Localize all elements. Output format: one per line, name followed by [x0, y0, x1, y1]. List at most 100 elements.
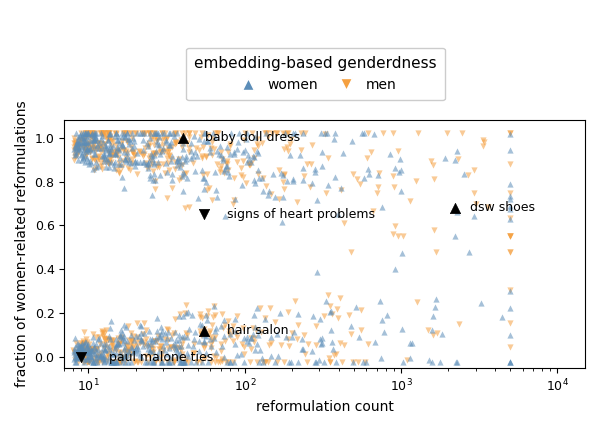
Point: [98, 130, 107, 137]
Point: [124, 141, 134, 148]
Point: [89, 137, 98, 144]
Point: [79, 339, 88, 346]
Point: [293, 321, 302, 328]
Point: [85, 149, 95, 156]
Point: [99, 353, 109, 360]
Point: [506, 287, 515, 294]
Point: [100, 347, 110, 354]
Point: [223, 358, 232, 365]
Point: [122, 353, 131, 360]
Point: [280, 130, 290, 137]
Point: [88, 154, 97, 161]
Point: [136, 353, 146, 360]
Point: [80, 329, 89, 335]
Point: [168, 130, 178, 137]
Point: [298, 130, 308, 137]
Point: [284, 358, 294, 365]
Point: [245, 358, 255, 365]
Point: [229, 338, 238, 344]
Point: [76, 347, 86, 353]
Point: [73, 143, 82, 150]
Point: [114, 358, 124, 365]
Point: [307, 180, 317, 187]
Point: [121, 157, 131, 164]
Point: [239, 136, 249, 143]
Point: [326, 358, 335, 365]
Point: [176, 310, 185, 317]
Point: [106, 358, 116, 365]
Point: [80, 152, 90, 159]
Point: [128, 337, 137, 344]
Point: [212, 148, 222, 154]
Point: [95, 335, 104, 341]
Point: [310, 358, 320, 365]
Point: [182, 174, 191, 181]
Point: [169, 131, 178, 138]
Point: [187, 154, 196, 161]
Point: [310, 169, 320, 176]
Point: [117, 130, 127, 137]
Point: [276, 169, 286, 176]
Point: [367, 149, 376, 156]
Point: [457, 130, 466, 137]
Point: [99, 341, 109, 347]
Point: [199, 143, 208, 150]
Point: [152, 137, 162, 144]
Point: [161, 138, 171, 145]
Point: [301, 351, 310, 358]
Point: [157, 353, 166, 360]
Point: [92, 137, 102, 144]
Point: [100, 153, 109, 160]
Point: [377, 317, 387, 324]
Point: [335, 340, 344, 347]
Point: [132, 342, 142, 349]
Point: [450, 205, 460, 211]
Point: [122, 347, 131, 353]
Point: [476, 300, 485, 307]
Point: [111, 346, 121, 353]
Point: [119, 185, 129, 192]
Point: [127, 134, 137, 141]
Point: [112, 145, 122, 151]
Point: [86, 131, 95, 138]
Point: [389, 183, 398, 190]
Point: [79, 356, 89, 363]
Point: [125, 138, 134, 145]
Point: [506, 205, 515, 212]
Point: [149, 171, 159, 178]
Point: [81, 353, 91, 360]
Point: [79, 134, 89, 141]
Point: [167, 144, 177, 151]
Point: [79, 154, 88, 161]
Point: [80, 350, 90, 356]
Point: [199, 130, 208, 137]
Point: [286, 136, 296, 143]
Point: [317, 339, 326, 346]
Point: [163, 154, 172, 161]
Point: [176, 160, 186, 166]
Point: [146, 341, 156, 347]
Point: [211, 187, 221, 193]
Point: [90, 131, 100, 138]
Point: [330, 173, 340, 180]
Point: [146, 151, 155, 158]
Point: [222, 144, 232, 151]
Point: [274, 195, 284, 202]
Point: [125, 344, 134, 351]
Point: [208, 130, 217, 137]
Point: [132, 149, 142, 156]
Point: [113, 136, 123, 143]
Point: [179, 171, 188, 178]
Point: [280, 130, 290, 137]
Point: [148, 348, 158, 355]
Point: [239, 335, 249, 341]
Point: [83, 145, 93, 152]
Point: [427, 326, 436, 333]
Point: [90, 138, 100, 145]
Point: [132, 130, 142, 137]
Point: [135, 158, 145, 165]
Point: [154, 141, 164, 148]
Point: [139, 158, 148, 165]
Point: [248, 153, 258, 160]
Point: [144, 142, 154, 149]
